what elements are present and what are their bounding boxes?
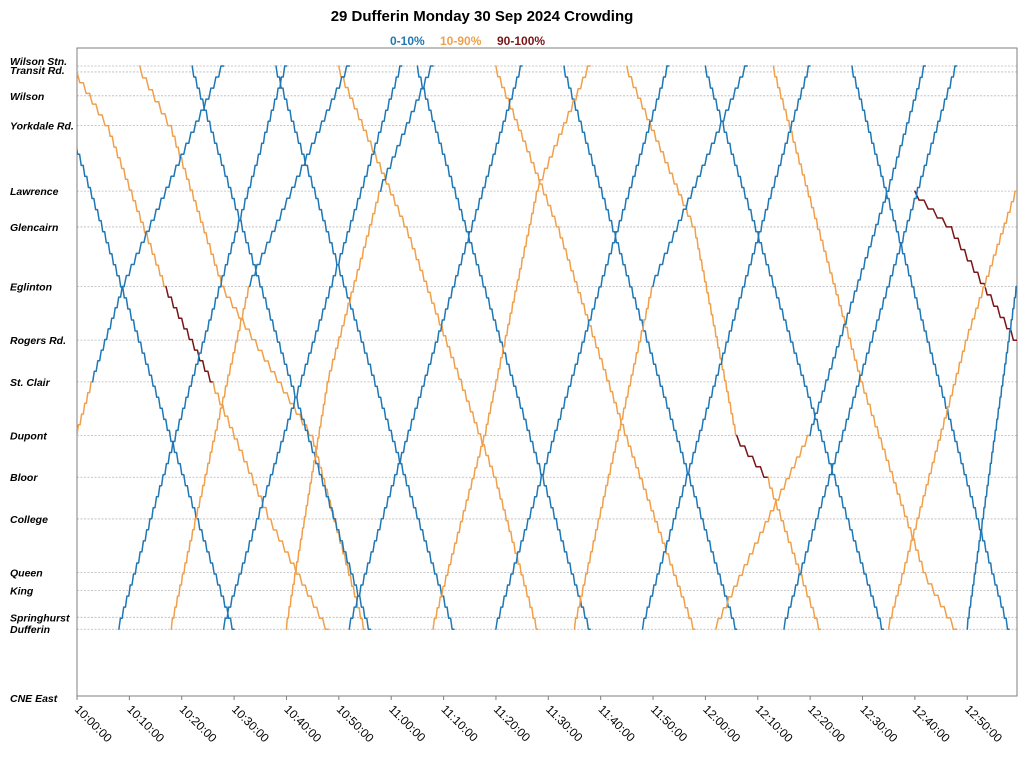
stop-label: King — [10, 585, 34, 597]
time-axis: 10:00:00 10:10:00 10:20:00 10:30:00 10:40:00… — [72, 696, 1005, 745]
trip-7-segment — [416, 65, 591, 630]
stop-label: Glencairn — [10, 222, 58, 234]
trip-26-segment — [783, 65, 958, 630]
trip-10-segment — [694, 226, 738, 437]
plot-frame — [76, 47, 1018, 697]
x-tick-label: 12:40:00 — [910, 702, 953, 745]
stop-label: Eglinton — [10, 282, 52, 294]
trip-21-segment — [484, 190, 539, 437]
stop-labels: Wilson Stn.Transit Rd. Wilson Yorkdale Rd.… — [10, 56, 74, 705]
trip-25-segment — [715, 434, 811, 630]
stop-label: CNE East — [10, 693, 58, 705]
legend-item-1: 0-10% — [390, 34, 425, 48]
x-tick-label: 10:50:00 — [334, 702, 377, 745]
stop-label: Rogers Rd. — [10, 335, 66, 347]
trip-22-segment — [495, 65, 670, 630]
trip-14-segment — [950, 226, 1017, 341]
trip-3-segment — [139, 65, 173, 127]
trip-18-segment — [222, 65, 403, 630]
x-tick-label: 11:00:00 — [386, 702, 429, 745]
trip-14-segment — [914, 190, 953, 228]
x-tick-label: 12:00:00 — [700, 702, 743, 745]
stop-label: Dupont — [10, 431, 47, 443]
trip-12-segment — [924, 571, 958, 630]
trip-19-segment — [379, 65, 434, 192]
trip-lines — [77, 65, 1017, 630]
trip-23-segment — [652, 65, 749, 288]
trip-2-segment — [107, 124, 167, 288]
stop-label: Wilson — [10, 91, 44, 103]
stop-label: Springhurst — [10, 612, 70, 624]
x-tick-label: 12:10:00 — [753, 702, 796, 745]
x-tick-label: 10:30:00 — [229, 702, 272, 745]
trip-17-segment — [249, 65, 351, 288]
trip-4-segment — [191, 65, 372, 630]
trip-13-segment — [851, 65, 1010, 630]
x-tick-label: 12:50:00 — [962, 702, 1005, 745]
stop-label: Wilson Stn. — [10, 56, 67, 68]
x-tick-label: 11:50:00 — [648, 702, 691, 745]
stop-gridlines — [77, 65, 1017, 630]
stop-label: Lawrence — [10, 186, 59, 198]
chart-title: 29 Dufferin Monday 30 Sep 2024 Crowding — [331, 8, 634, 25]
stop-label: St. Clair — [10, 377, 51, 389]
trip-17-segment — [170, 285, 251, 630]
stop-label: College — [10, 514, 48, 526]
trip-25-segment — [887, 65, 927, 192]
legend: 0-10% 10-90% 90-100% — [390, 34, 545, 48]
trip-15-segment — [123, 65, 225, 288]
trip-8-segment — [558, 226, 628, 437]
legend-item-2: 10-90% — [440, 34, 482, 48]
trip-8-segment — [626, 434, 696, 630]
trip-28-segment — [966, 285, 1017, 630]
stop-label: Yorkdale Rd. — [10, 121, 74, 133]
trip-3-segment — [222, 285, 314, 437]
trip-9-segment — [563, 65, 738, 630]
x-tick-label: 12:30:00 — [857, 702, 900, 745]
trip-10-segment — [767, 476, 822, 630]
x-tick-label: 12:20:00 — [805, 702, 848, 745]
trip-2-segment — [165, 285, 214, 383]
x-tick-label: 11:40:00 — [596, 702, 639, 745]
x-tick-label: 10:10:00 — [124, 702, 167, 745]
trip-19-segment — [285, 381, 330, 630]
trip-8-segment — [495, 65, 560, 228]
trip-21-segment — [432, 434, 487, 630]
trip-25-segment — [809, 190, 890, 437]
x-tick-label: 10:40:00 — [281, 702, 324, 745]
stop-label: Queen — [10, 568, 43, 580]
trip-11-segment — [704, 65, 885, 630]
stop-label: Transit Rd. — [10, 65, 65, 77]
trip-20-segment — [348, 65, 523, 630]
trip-10-segment — [736, 434, 770, 478]
trip-10-segment — [626, 65, 696, 228]
x-tick-label: 10:00:00 — [72, 702, 115, 745]
x-tick-label: 11:20:00 — [491, 702, 534, 745]
trip-15-segment — [77, 381, 94, 437]
legend-item-3: 90-100% — [497, 34, 545, 48]
trip-6-segment — [338, 65, 408, 228]
x-tick-label: 10:20:00 — [177, 702, 220, 745]
trip-1-segment — [77, 144, 235, 630]
trip-21-segment — [537, 65, 591, 192]
stop-label: Bloor — [10, 472, 38, 484]
trip-16-segment — [118, 65, 288, 630]
trip-2-segment — [77, 71, 110, 127]
stop-label: Dufferin — [10, 624, 50, 636]
x-tick-label: 11:30:00 — [543, 702, 586, 745]
x-tick-label: 11:10:00 — [438, 702, 481, 745]
trip-3-segment — [170, 124, 225, 288]
trip-27-segment — [887, 339, 969, 630]
trip-5-segment — [275, 65, 455, 630]
trip-12-segment — [861, 381, 927, 574]
trip-27-segment — [966, 190, 1017, 341]
trip-12-segment — [772, 65, 864, 383]
trip-2-segment — [270, 518, 330, 630]
trip-19-segment — [327, 190, 382, 383]
trip-24-segment — [641, 65, 811, 630]
trip-23-segment — [573, 285, 654, 630]
trip-6-segment — [406, 226, 497, 478]
trip-15-segment — [91, 285, 125, 383]
